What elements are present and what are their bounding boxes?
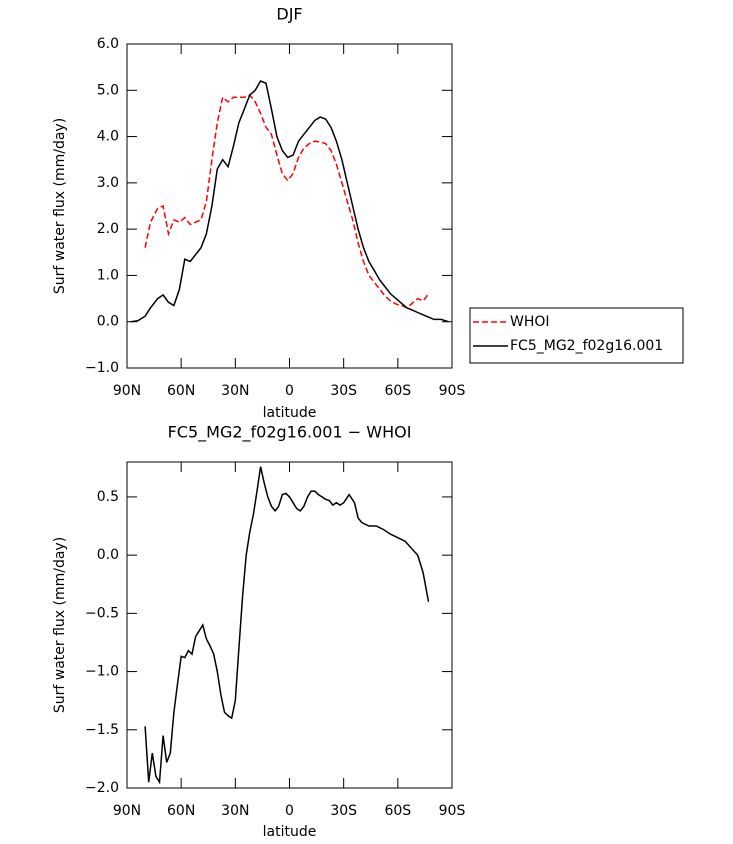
- x-tick-label: 60S: [384, 803, 411, 819]
- data-line: [130, 80, 449, 323]
- y-tick-label: 6.0: [97, 36, 119, 52]
- x-tick-label: 30S: [330, 803, 357, 819]
- plot-frame: [126, 43, 453, 369]
- y-tick-label: 0.0: [97, 547, 119, 563]
- plot-frame: [126, 461, 453, 789]
- y-tick-label: −1.0: [85, 360, 119, 376]
- y-tick-label: 2.0: [97, 221, 119, 237]
- y-axis-label: Surf water flux (mm/day): [52, 537, 68, 713]
- y-tick-label: 5.0: [97, 82, 119, 98]
- y-tick-label: −2.0: [85, 780, 119, 796]
- x-tick-label: 90N: [113, 803, 141, 819]
- y-tick-label: 4.0: [97, 129, 119, 145]
- x-tick-label: 0: [285, 803, 294, 819]
- x-tick-label: 30N: [221, 803, 249, 819]
- legend-label: FC5_MG2_f02g16.001: [510, 338, 663, 354]
- y-tick-label: 0.5: [97, 489, 119, 505]
- chart-title: FC5_MG2_f02g16.001 − WHOI: [168, 423, 412, 443]
- legend-label: WHOI: [510, 314, 550, 330]
- x-tick-label: 60S: [384, 383, 411, 399]
- x-tick-label: 0: [285, 383, 294, 399]
- legend-box: [469, 307, 684, 364]
- y-axis-label: Surf water flux (mm/day): [52, 118, 68, 294]
- y-tick-label: 1.0: [97, 267, 119, 283]
- x-tick-label: 60N: [167, 383, 195, 399]
- y-tick-label: 0.0: [97, 314, 119, 330]
- x-axis-label: latitude: [263, 824, 317, 840]
- x-tick-label: 90S: [439, 803, 466, 819]
- y-tick-label: 3.0: [97, 175, 119, 191]
- x-tick-label: 30S: [330, 383, 357, 399]
- x-tick-label: 90N: [113, 383, 141, 399]
- y-tick-label: −1.5: [85, 722, 119, 738]
- x-tick-label: 30N: [221, 383, 249, 399]
- y-tick-label: −1.0: [85, 664, 119, 680]
- x-tick-label: 90S: [439, 383, 466, 399]
- data-line: [144, 466, 430, 785]
- y-tick-label: −0.5: [85, 605, 119, 621]
- x-axis-label: latitude: [263, 405, 317, 421]
- chart-title: DJF: [276, 5, 302, 24]
- data-line: [144, 93, 430, 309]
- x-tick-label: 60N: [167, 803, 195, 819]
